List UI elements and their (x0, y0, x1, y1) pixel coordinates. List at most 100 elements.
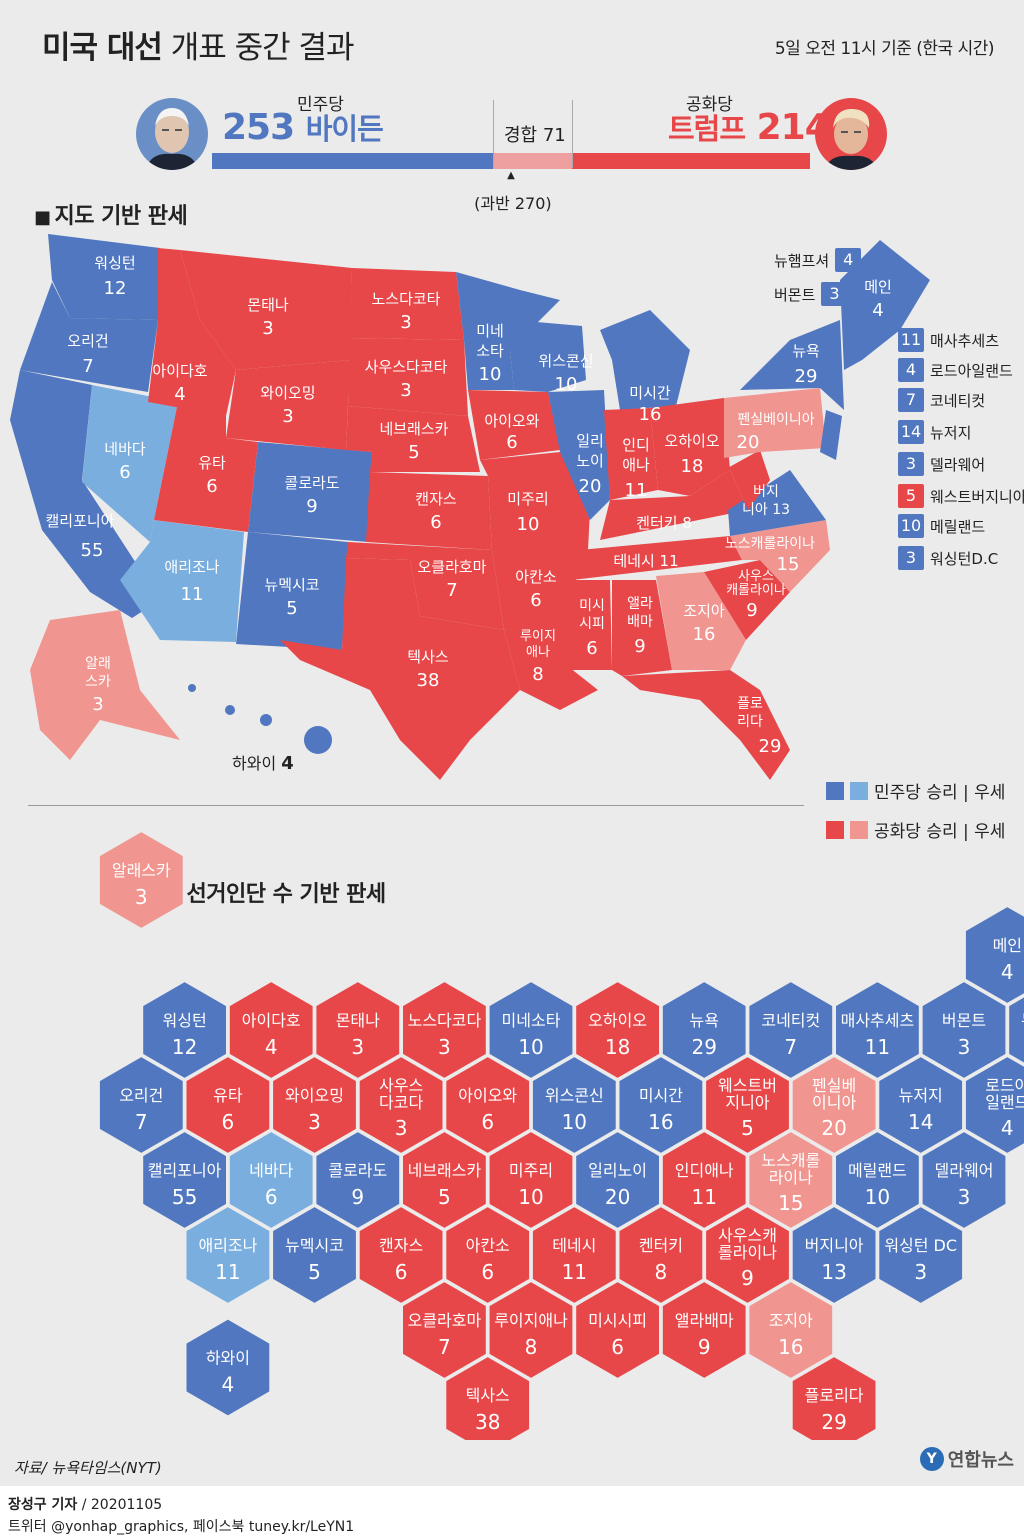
map-label-oklahoma: 오클라호마 (417, 558, 486, 576)
map-label-southcarolina1: 사우스 (738, 569, 774, 584)
callout-state-name: 매사추세츠 (930, 331, 1000, 350)
dem-party-label: 민주당 (297, 95, 344, 115)
map-votes-alaska: 3 (92, 694, 103, 715)
map-votes-kansas: 6 (430, 512, 441, 533)
hex-state: 오리건 7 (97, 1054, 185, 1156)
map-oregon (20, 282, 158, 392)
hex-state-name: 앨라배마 (675, 1311, 734, 1330)
map-votes-minnesota: 10 (479, 364, 502, 385)
map-newengland (840, 240, 930, 370)
hex-state-votes: 4 (1001, 960, 1014, 984)
callout-votes-box: 3 (821, 282, 848, 306)
map-votes-arkansas: 6 (530, 590, 541, 611)
map-alaska (30, 610, 180, 760)
hex-state-votes: 4 (222, 1373, 235, 1397)
hex-state: 앨라배마 9 (660, 1279, 748, 1381)
legend-dem-text: 민주당 승리 | 우세 (874, 783, 1006, 803)
hex-cell (401, 1129, 488, 1231)
map-votes-california: 55 (81, 540, 104, 561)
map-label-indiana1: 인디 (622, 436, 650, 454)
hex-state: 미네소타 10 (487, 979, 575, 1081)
callout-votes-box: 7 (898, 388, 924, 412)
map-wisconsin (510, 320, 586, 392)
hex-state: 버지니아 13 (790, 1204, 878, 1306)
hex-cell (877, 1204, 965, 1306)
callout-votes-box: 3 (898, 452, 924, 476)
hex-state: 애리조나 11 (184, 1204, 272, 1306)
hex-state-name: 와이오밍 (285, 1086, 344, 1105)
hex-state-votes: 11 (865, 1035, 890, 1059)
map-label-alabama2: 배마 (627, 614, 653, 630)
map-votes-illinois: 20 (579, 476, 602, 497)
map-votes-newmexico: 5 (286, 598, 297, 619)
map-votes-maine: 4 (872, 300, 883, 321)
hex-state: 버몬트 3 (920, 979, 1008, 1081)
hex-state: 네바다 6 (227, 1129, 315, 1231)
map-label-wyoming: 와이오밍 (260, 384, 315, 402)
hex-cell (227, 1129, 315, 1231)
hex-state-name: 노스캐롤 (761, 1151, 820, 1170)
hex-state-name: 테네시 (552, 1236, 596, 1255)
hex-cell (357, 1204, 445, 1306)
map-label-louisiana1: 루이지 (520, 629, 556, 644)
hex-state: 인디애나 11 (660, 1129, 748, 1231)
section-divider (28, 805, 804, 806)
hex-state-votes: 9 (351, 1185, 364, 1209)
hex-state: 오클라호마 7 (401, 1279, 488, 1381)
hex-state-name: 델라웨어 (935, 1161, 994, 1180)
map-votes-florida: 29 (759, 736, 782, 757)
callout-votes-box: 5 (898, 484, 924, 508)
map-label-florida1: 플로 (737, 696, 763, 712)
map-votes-idaho: 4 (174, 384, 185, 405)
hex-state-name: 오리건 (119, 1086, 163, 1105)
map-newjersey (820, 410, 842, 460)
hex-state-votes: 8 (655, 1260, 668, 1284)
hex-state: 위스콘신 10 (530, 1054, 618, 1156)
callout-row: 버몬트 3 (774, 282, 848, 306)
map-votes-newyork: 29 (795, 366, 818, 387)
hex-state-votes: 5 (308, 1260, 321, 1284)
hex-cell (747, 1129, 835, 1231)
map-virginia (728, 470, 826, 536)
tossup-bar (493, 153, 573, 169)
hex-state-name: 조지아 (769, 1311, 813, 1330)
hex-state: 델라웨어 3 (920, 1129, 1008, 1231)
hex-cell (877, 1054, 965, 1156)
hex-state: 플로리다 29 (790, 1354, 878, 1440)
callout-row: 5 웨스트버지니아 (898, 484, 1024, 508)
credit-line: 장성구 기자 / 20201105 (8, 1494, 162, 1514)
map-idaho (148, 248, 236, 416)
map-votes-georgia: 16 (693, 624, 716, 645)
hex-state-name: 워싱턴 (163, 1011, 207, 1030)
hex-state-votes: 9 (698, 1335, 711, 1359)
hex-state: 노스캐롤라이나 15 (747, 1129, 835, 1231)
hex-state-name: 미시시피 (588, 1311, 647, 1330)
hex-cell (704, 1204, 791, 1306)
map-votes-southcarolina: 9 (746, 600, 757, 621)
map-label-maine: 메인 (864, 278, 892, 296)
map-label-utah: 유타 (198, 454, 226, 472)
map-label-nebraska: 네브래스카 (379, 420, 448, 438)
map-votes-wyoming: 3 (282, 406, 293, 427)
hex-state-votes: 3 (958, 1185, 971, 1209)
dem-bar (212, 153, 494, 169)
rep-count: 214 (756, 107, 830, 148)
tossup-count: 71 (542, 125, 566, 146)
callout-state-name: 웨스트버지니아 (930, 487, 1024, 506)
map-label-oregon: 오리건 (67, 332, 108, 350)
credit-author: 장성구 기자 (8, 1497, 78, 1513)
map-label-northdakota: 노스다코타 (371, 290, 440, 308)
hex-state-name: 애리조나 (198, 1236, 257, 1255)
hex-state-name: 펜실베 (812, 1076, 856, 1095)
rep-candidate: 트럼프 (668, 112, 746, 146)
hex-state: 아이다호 4 (227, 979, 315, 1081)
tossup-left-tick (493, 100, 495, 168)
hex-state-votes: 20 (821, 1116, 846, 1140)
callout-votes-box: 3 (898, 546, 924, 570)
map-label-tennessee: 테네시 11 (613, 552, 678, 570)
hex-state: 뉴욕 29 (660, 979, 748, 1081)
map-label-montana: 몬태나 (247, 296, 289, 314)
hex-state: 뉴멕시코 5 (271, 1204, 358, 1306)
hex-cell (660, 1279, 748, 1381)
